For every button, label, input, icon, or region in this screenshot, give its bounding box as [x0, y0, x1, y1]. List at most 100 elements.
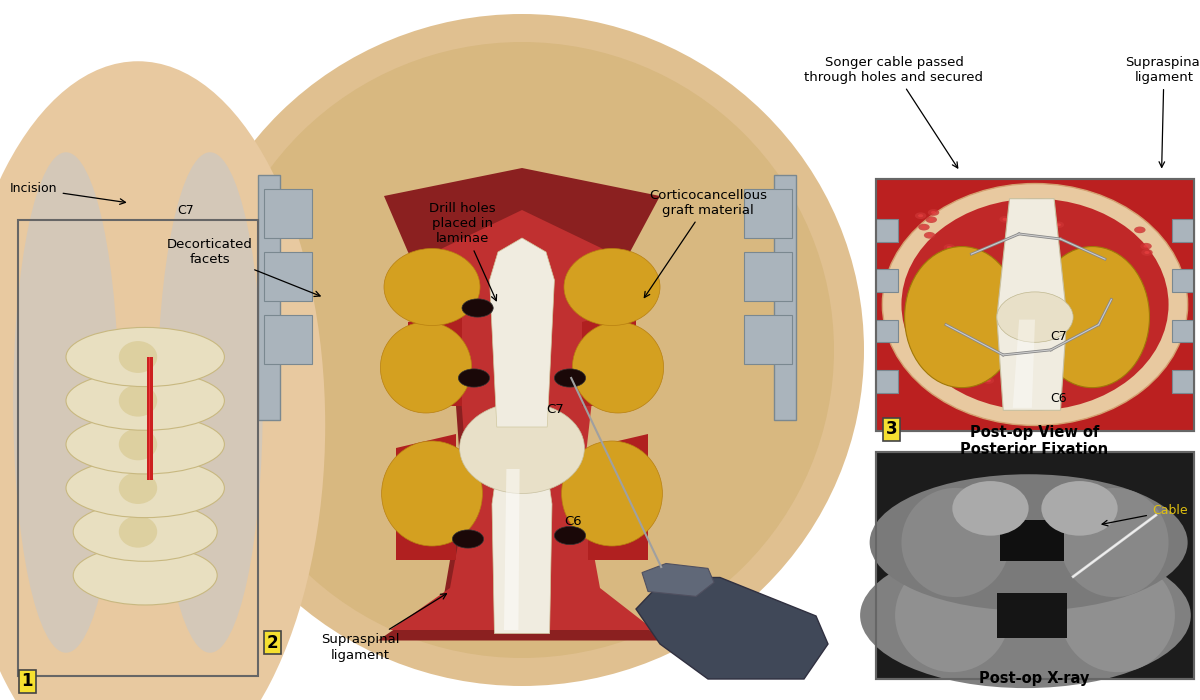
Ellipse shape [382, 441, 482, 546]
Ellipse shape [85, 433, 205, 454]
Ellipse shape [73, 502, 217, 561]
Circle shape [931, 358, 942, 365]
Circle shape [554, 526, 586, 545]
Circle shape [1073, 312, 1085, 319]
Ellipse shape [1061, 488, 1169, 597]
Polygon shape [378, 168, 666, 640]
Ellipse shape [1061, 559, 1175, 672]
Circle shape [984, 298, 996, 304]
Circle shape [1013, 341, 1025, 347]
Text: Post-op X-ray: Post-op X-ray [979, 671, 1090, 687]
FancyBboxPatch shape [264, 252, 312, 301]
Circle shape [1006, 346, 1010, 349]
Circle shape [985, 298, 991, 301]
Text: Decorticated
facets: Decorticated facets [167, 238, 320, 297]
FancyBboxPatch shape [1171, 320, 1194, 342]
FancyBboxPatch shape [264, 189, 312, 238]
Ellipse shape [66, 371, 224, 430]
Ellipse shape [169, 557, 212, 594]
FancyBboxPatch shape [1171, 219, 1194, 241]
FancyBboxPatch shape [744, 189, 792, 238]
Ellipse shape [997, 292, 1073, 342]
FancyBboxPatch shape [876, 270, 899, 292]
Text: Corticocancellous
graft material: Corticocancellous graft material [644, 189, 767, 298]
Circle shape [1109, 356, 1120, 362]
Circle shape [1044, 363, 1049, 365]
Circle shape [983, 377, 994, 384]
Ellipse shape [0, 62, 325, 700]
Circle shape [983, 328, 988, 331]
Circle shape [928, 209, 940, 216]
Text: Songer cable passed
through holes and secured: Songer cable passed through holes and se… [804, 56, 984, 168]
Ellipse shape [1042, 481, 1117, 536]
Circle shape [914, 212, 926, 219]
Text: Supraspinal
ligament: Supraspinal ligament [1124, 56, 1200, 167]
FancyBboxPatch shape [1171, 370, 1194, 393]
Ellipse shape [73, 546, 217, 605]
Circle shape [1040, 360, 1052, 368]
Circle shape [1019, 247, 1031, 254]
Circle shape [974, 272, 980, 275]
Circle shape [1052, 221, 1064, 228]
Text: Supraspinal
ligament: Supraspinal ligament [320, 594, 446, 662]
Circle shape [462, 299, 493, 317]
Circle shape [935, 360, 940, 363]
Circle shape [1022, 249, 1027, 252]
Circle shape [958, 298, 970, 305]
FancyBboxPatch shape [1171, 270, 1194, 292]
Ellipse shape [119, 428, 157, 461]
Text: C7: C7 [546, 403, 564, 416]
Polygon shape [408, 308, 462, 406]
Circle shape [961, 300, 966, 303]
FancyBboxPatch shape [744, 252, 792, 301]
Polygon shape [492, 462, 552, 634]
Ellipse shape [78, 470, 121, 506]
Text: C6: C6 [564, 515, 582, 528]
Ellipse shape [66, 458, 224, 517]
Circle shape [1111, 358, 1117, 360]
Circle shape [980, 295, 985, 298]
Ellipse shape [85, 335, 205, 356]
Ellipse shape [572, 322, 664, 413]
Ellipse shape [66, 415, 224, 474]
Circle shape [1055, 389, 1060, 392]
Circle shape [1051, 387, 1063, 393]
Circle shape [1056, 370, 1068, 376]
Ellipse shape [169, 514, 212, 550]
Ellipse shape [157, 152, 263, 652]
FancyBboxPatch shape [774, 175, 796, 420]
Circle shape [931, 211, 936, 214]
FancyBboxPatch shape [876, 370, 899, 393]
Circle shape [1002, 218, 1008, 220]
Circle shape [1087, 284, 1093, 287]
Text: Post-op View of
Posterior Fixation: Post-op View of Posterior Fixation [960, 425, 1109, 457]
Circle shape [1076, 314, 1081, 317]
Circle shape [458, 369, 490, 387]
Ellipse shape [169, 470, 212, 506]
Ellipse shape [901, 199, 1169, 410]
Ellipse shape [210, 42, 834, 658]
FancyBboxPatch shape [18, 594, 258, 676]
Circle shape [1056, 223, 1061, 226]
Circle shape [983, 297, 994, 303]
Circle shape [922, 225, 926, 229]
Polygon shape [1013, 320, 1034, 408]
FancyBboxPatch shape [258, 175, 280, 420]
Text: 1: 1 [22, 672, 34, 690]
Circle shape [940, 302, 950, 309]
Ellipse shape [119, 516, 157, 547]
Circle shape [918, 214, 923, 217]
Circle shape [977, 293, 989, 300]
Polygon shape [390, 210, 654, 630]
Text: Incision: Incision [10, 183, 126, 204]
Polygon shape [997, 199, 1067, 410]
Text: 2: 2 [266, 634, 278, 652]
Ellipse shape [78, 382, 121, 419]
Polygon shape [504, 469, 520, 630]
FancyBboxPatch shape [876, 178, 1194, 430]
FancyBboxPatch shape [18, 220, 258, 676]
Circle shape [1140, 243, 1152, 250]
Ellipse shape [85, 531, 205, 552]
Ellipse shape [180, 14, 864, 686]
Circle shape [924, 232, 935, 239]
